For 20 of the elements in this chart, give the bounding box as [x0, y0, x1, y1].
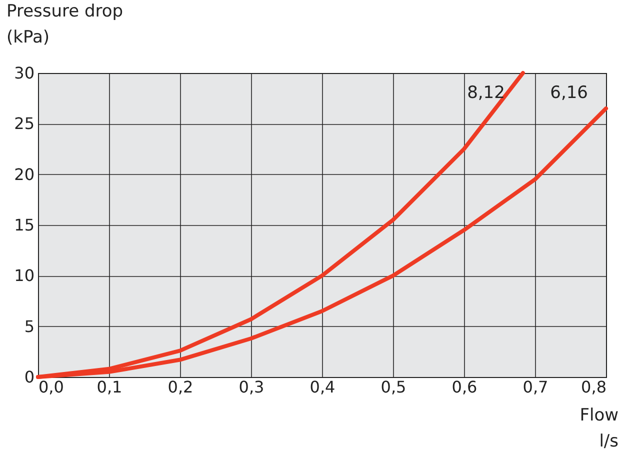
x-axis-title: Flow l/s	[580, 406, 619, 452]
y-tick-label: 30	[14, 64, 34, 82]
x-tick-label: 0,6	[452, 378, 478, 396]
x-tick-label: 0,8	[581, 378, 606, 396]
y-tick-label: 25	[14, 114, 34, 134]
series-label: 8,12	[467, 83, 505, 103]
y-axis-title: Pressure drop (kPa)	[6, 2, 124, 48]
x-tick-label: 0,1	[96, 378, 122, 396]
x-tick-label: 0,5	[380, 378, 406, 396]
x-tick-label: 0,4	[310, 378, 336, 396]
y-tick-label: 5	[24, 316, 34, 336]
y-tick-label: 15	[14, 216, 34, 234]
x-tick-label: 0,2	[168, 378, 194, 396]
y-tick-label: 10	[14, 266, 34, 286]
x-tick-label: 0,0	[38, 378, 64, 396]
x-tick-label: 0,7	[522, 378, 548, 396]
y-tick-label: 20	[14, 164, 34, 184]
series-label: 6,16	[550, 83, 588, 103]
y-tick-label: 0	[24, 368, 34, 386]
x-tick-label: 0,3	[238, 378, 264, 396]
